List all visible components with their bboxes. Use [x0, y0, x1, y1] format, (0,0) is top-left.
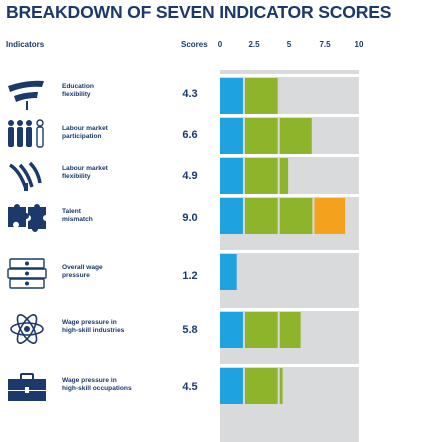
- scores-header: Scores: [181, 40, 208, 49]
- indicator-score: 6.6: [182, 129, 198, 141]
- bar-segment: [220, 118, 243, 154]
- indicator-label: Education flexibility: [62, 83, 94, 98]
- x-tick-label: 0: [217, 40, 223, 49]
- x-tick-label: 5: [286, 40, 292, 49]
- indicator-score: 4.9: [182, 170, 198, 182]
- signal-arrows-icon: [8, 80, 44, 110]
- bar-segment: [244, 158, 278, 194]
- row-separator: [220, 250, 359, 253]
- indicator-label: Labour market flexibility: [62, 165, 108, 180]
- indicator-label: Wage pressure in high-skill industries: [62, 319, 125, 334]
- row-separator: [220, 194, 359, 197]
- row-separator: [220, 114, 359, 117]
- indicator-score: 4.5: [182, 381, 198, 393]
- indicator-score: 5.8: [182, 324, 198, 336]
- wifi-signal-icon: [9, 161, 42, 191]
- bar-segment: [220, 254, 237, 290]
- briefcase-icon: [8, 373, 46, 401]
- x-tick-label: 10: [354, 40, 364, 49]
- bar-segment: [279, 118, 312, 154]
- puzzle-pieces-icon: [8, 204, 46, 232]
- bar-segment: [279, 368, 283, 404]
- indicator-label: Talent mismatch: [62, 208, 93, 223]
- bar-segment: [220, 78, 243, 114]
- bar-segment: [244, 78, 278, 114]
- row-separator: [220, 74, 359, 77]
- row-separator: [220, 364, 359, 367]
- atom-icon: [10, 314, 44, 344]
- x-tick-label: 2.5: [248, 40, 260, 49]
- bar-segment: [244, 118, 278, 154]
- bar-segment: [220, 198, 243, 234]
- indicator-score: 4.3: [182, 88, 198, 100]
- bar-segment: [220, 368, 243, 404]
- row-separator: [220, 154, 359, 157]
- people-group-icon: [8, 119, 44, 148]
- x-tick-label: 7.5: [319, 40, 331, 49]
- indicator-score: 1.2: [182, 270, 198, 282]
- row-separator: [220, 308, 359, 311]
- bar-segment: [279, 158, 289, 194]
- indicator-label: Wage pressure in high-skill occupations: [62, 377, 132, 392]
- indicators-header: Indicators: [6, 40, 45, 49]
- bar-segment: [314, 198, 346, 234]
- bar-segment: [279, 312, 301, 348]
- money-stack-icon: [7, 258, 47, 289]
- bar-segment: [244, 312, 278, 348]
- bar-segment: [279, 198, 313, 234]
- bar-segment: [220, 158, 243, 194]
- chart-title: BREAKDOWN OF SEVEN INDICATOR SCORES: [6, 2, 392, 22]
- indicator-label: Labour market participation: [62, 125, 108, 140]
- indicator-score: 9.0: [182, 212, 198, 224]
- bar-segment: [244, 198, 278, 234]
- bar-segment: [244, 368, 278, 404]
- indicator-label: Overall wage pressure: [62, 264, 103, 279]
- bar-segment: [220, 312, 243, 348]
